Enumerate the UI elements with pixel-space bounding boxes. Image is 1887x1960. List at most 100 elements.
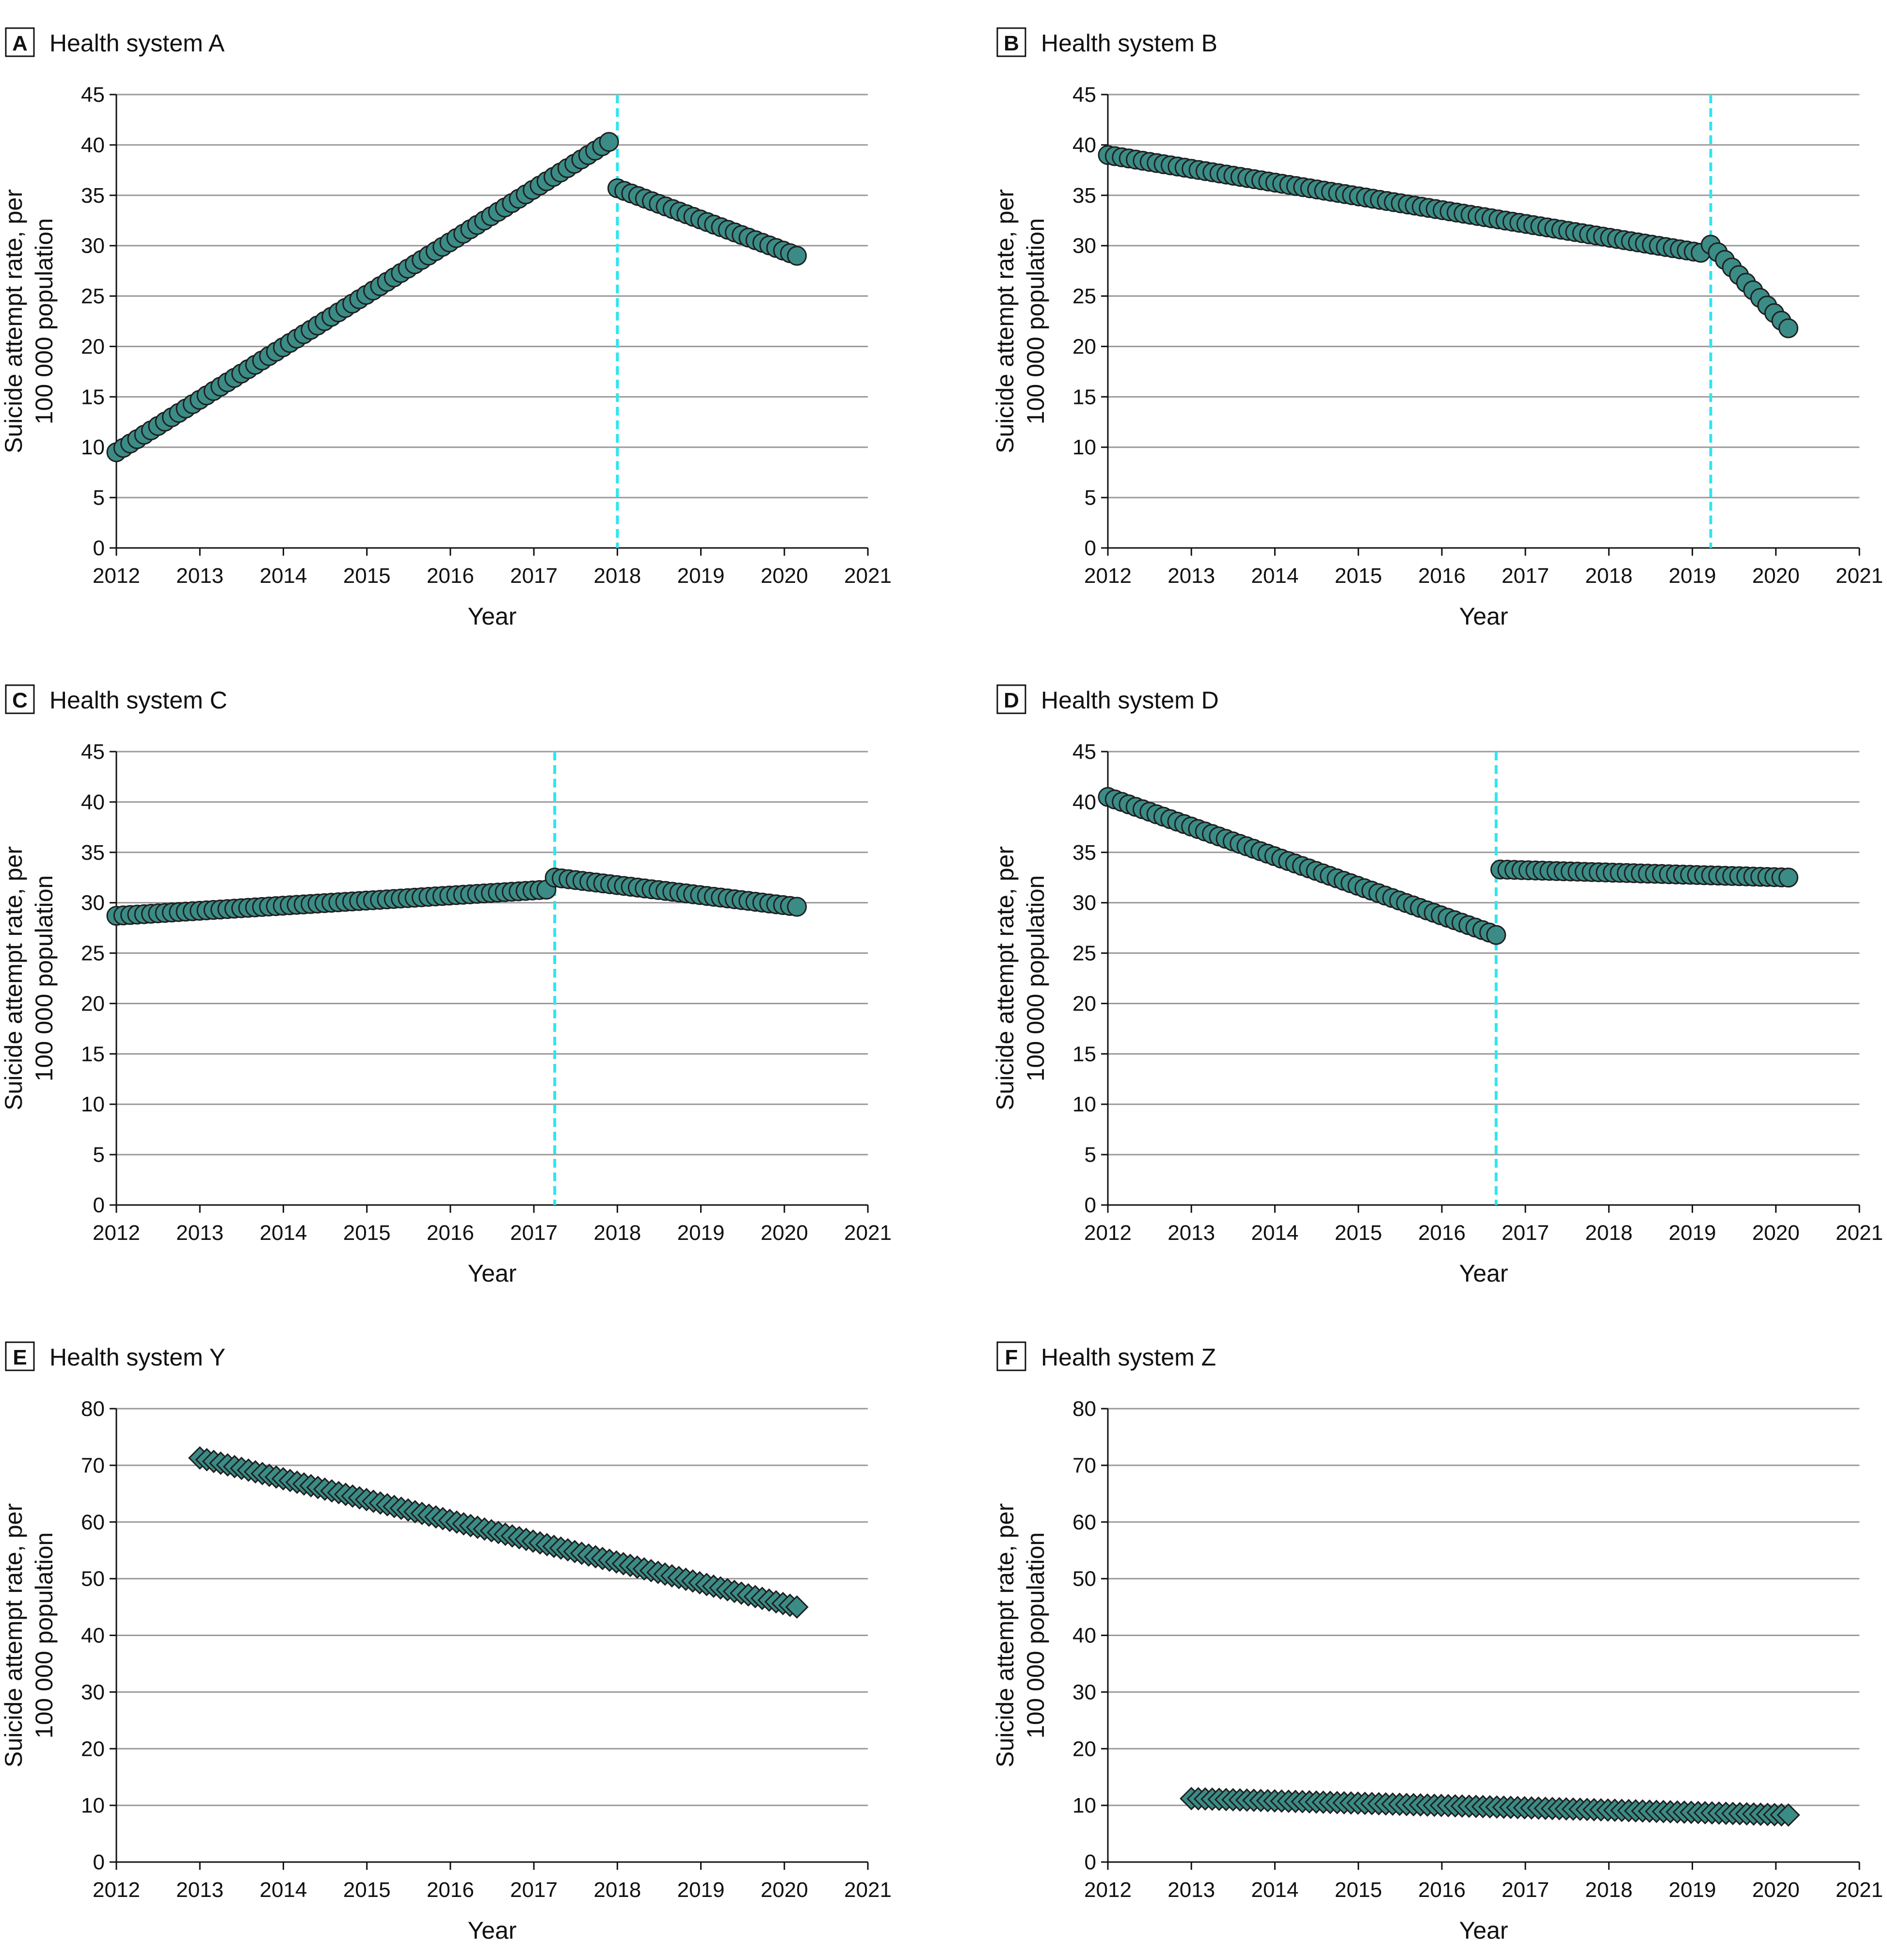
y-tick-label: 35: [81, 184, 105, 208]
x-tick-label: 2015: [1335, 1878, 1382, 1902]
y-tick-label: 15: [81, 385, 105, 409]
x-tick-label: 2016: [1418, 564, 1466, 588]
x-tick-label: 2020: [761, 564, 808, 588]
x-tick-label: 2019: [1669, 1878, 1716, 1902]
panel-letter-box: [5, 684, 35, 714]
x-tick-label: 2016: [427, 564, 474, 588]
x-tick-label: 2012: [1084, 564, 1132, 588]
x-tick-label: 2014: [259, 1221, 307, 1245]
y-tick-label: 30: [1072, 1680, 1096, 1704]
data-point-seg1: [599, 132, 619, 152]
x-tick-label: 2012: [1084, 1878, 1132, 1902]
y-axis-label-line1: Suicide attempt rate, per: [0, 1503, 27, 1767]
data-point-seg1: [1776, 1803, 1800, 1827]
y-tick-label: 30: [81, 891, 105, 915]
x-tick-label: 2016: [1418, 1878, 1466, 1902]
y-tick-label: 5: [93, 1143, 105, 1167]
x-tick-label: 2012: [93, 1878, 140, 1902]
x-tick-label: 2020: [1752, 564, 1800, 588]
x-tick-label: 2013: [1167, 564, 1215, 588]
x-tick-label: 2019: [677, 564, 725, 588]
data-point-seg2: [787, 245, 807, 266]
chart-panel-e: E Health system Y 0 10 20 30 40 50 60 70 80 2012 201…: [0, 1341, 892, 1944]
y-tick-label: 30: [81, 234, 105, 258]
panel-letter: D: [1004, 689, 1019, 712]
y-axis-label-line2: 100 000 population: [1022, 218, 1049, 424]
x-tick-label: 2019: [1669, 1221, 1716, 1245]
x-tick-label: 2017: [1502, 1221, 1549, 1245]
data-point-seg2: [1778, 318, 1799, 338]
x-tick-label: 2018: [593, 1878, 641, 1902]
y-tick-label: 0: [1085, 536, 1096, 560]
x-tick-label: 2014: [1251, 564, 1298, 588]
x-tick-label: 2017: [510, 1878, 558, 1902]
y-tick-label: 35: [1072, 184, 1096, 208]
chart-panel-b: B Health system B 0 5 10 15 20 25 30 35 40 45 2012 20…: [991, 27, 1883, 630]
data-point-seg1: [1486, 925, 1506, 945]
y-axis-label-line1: Suicide attempt rate, per: [991, 189, 1019, 453]
y-axis-label-line1: Suicide attempt rate, per: [991, 846, 1019, 1110]
x-axis-label: Year: [467, 603, 516, 630]
y-tick-label: 5: [93, 486, 105, 510]
y-tick-label: 10: [81, 435, 105, 459]
y-tick-label: 0: [93, 1850, 105, 1874]
y-tick-label: 10: [1072, 1092, 1096, 1116]
y-tick-label: 40: [81, 1624, 105, 1648]
y-tick-label: 30: [1072, 234, 1096, 258]
x-tick-label: 2013: [176, 1221, 224, 1245]
y-tick-label: 10: [1072, 435, 1096, 459]
y-tick-label: 40: [1072, 790, 1096, 814]
x-tick-label: 2015: [343, 1878, 391, 1902]
x-axis-label: Year: [1459, 1260, 1508, 1287]
panel-letter-box: [5, 27, 35, 57]
panel-title: Health system D: [1041, 687, 1219, 714]
y-tick-label: 40: [81, 133, 105, 157]
x-axis-label: Year: [467, 1260, 516, 1287]
x-tick-label: 2021: [1836, 1221, 1883, 1245]
y-tick-label: 20: [81, 335, 105, 358]
x-tick-label: 2020: [1752, 1878, 1800, 1902]
y-tick-label: 0: [1085, 1193, 1096, 1217]
x-tick-label: 2021: [844, 564, 892, 588]
y-axis-label-line2: 100 000 population: [1022, 875, 1049, 1081]
y-tick-label: 20: [1072, 335, 1096, 358]
x-tick-label: 2014: [1251, 1221, 1298, 1245]
x-tick-label: 2015: [1335, 564, 1382, 588]
y-axis-label-line1: Suicide attempt rate, per: [0, 846, 27, 1110]
y-tick-label: 0: [93, 536, 105, 560]
y-axis-label-line2: 100 000 population: [31, 218, 58, 424]
y-tick-label: 20: [81, 1737, 105, 1761]
x-tick-label: 2012: [93, 564, 140, 588]
panel-letter: B: [1004, 32, 1019, 55]
panel-letter: C: [12, 689, 28, 712]
x-tick-label: 2014: [259, 564, 307, 588]
x-tick-label: 2016: [1418, 1221, 1466, 1245]
x-tick-label: 2017: [1502, 564, 1549, 588]
y-tick-label: 45: [81, 740, 105, 764]
y-axis-label-line2: 100 000 population: [1022, 1532, 1049, 1738]
y-axis-label-line2: 100 000 population: [31, 875, 58, 1081]
y-tick-label: 70: [81, 1454, 105, 1478]
y-tick-label: 20: [1072, 992, 1096, 1015]
x-tick-label: 2015: [343, 564, 391, 588]
x-tick-label: 2016: [427, 1878, 474, 1902]
x-tick-label: 2020: [761, 1878, 808, 1902]
y-tick-label: 40: [1072, 133, 1096, 157]
x-tick-label: 2021: [1836, 564, 1883, 588]
y-axis-label-line1: Suicide attempt rate, per: [0, 189, 27, 453]
y-tick-label: 10: [81, 1092, 105, 1116]
y-tick-label: 35: [1072, 841, 1096, 865]
chart-panel-d: D Health system D 0 5 10 15 20 25 30 35 40 45 2012 20…: [991, 684, 1883, 1287]
panel-letter-box: [996, 1341, 1026, 1371]
x-tick-label: 2018: [593, 564, 641, 588]
x-tick-label: 2017: [510, 1221, 558, 1245]
x-tick-label: 2015: [343, 1221, 391, 1245]
x-tick-label: 2021: [1836, 1878, 1883, 1902]
x-tick-label: 2021: [844, 1221, 892, 1245]
data-point-seg2: [1778, 868, 1799, 888]
y-tick-label: 0: [1085, 1850, 1096, 1874]
y-tick-label: 80: [1072, 1397, 1096, 1421]
y-tick-label: 15: [1072, 1042, 1096, 1066]
y-tick-label: 45: [81, 83, 105, 107]
